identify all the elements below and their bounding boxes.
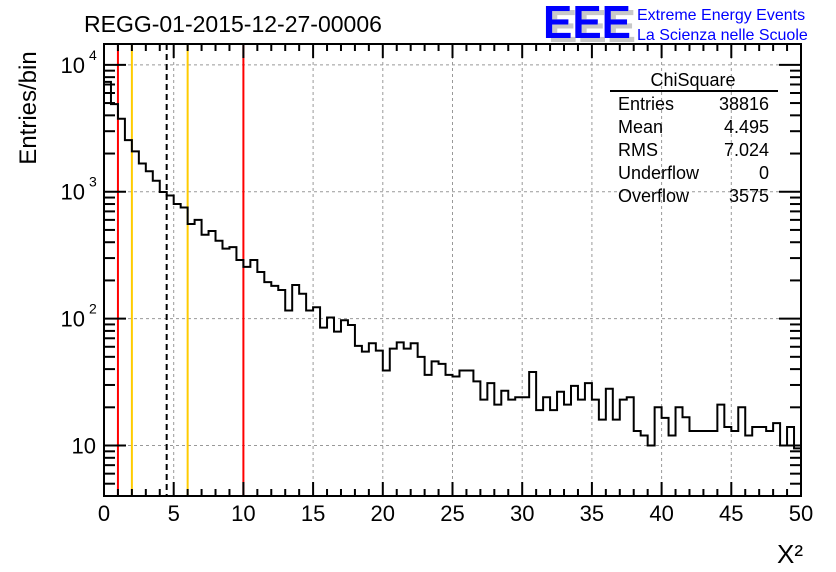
y-tick-label: 10 — [61, 307, 85, 332]
stats-label: Entries — [618, 94, 674, 114]
x-tick-label: 0 — [98, 501, 110, 526]
x-tick-label: 40 — [649, 501, 673, 526]
x-tick-label: 5 — [168, 501, 180, 526]
logo-line2: La Scienza nelle Scuole — [637, 27, 808, 44]
y-tick-label: 10 — [61, 180, 85, 205]
stats-value: 0 — [759, 163, 769, 183]
logo-line1: Extreme Energy Events — [637, 7, 805, 24]
x-tick-label: 15 — [301, 501, 325, 526]
stats-label: Overflow — [618, 186, 690, 206]
y-axis-label: Entries/bin — [15, 51, 42, 164]
y-tick-label: 10 — [61, 53, 85, 78]
stats-label: Mean — [618, 117, 663, 137]
stats-value: 38816 — [719, 94, 769, 114]
x-axis-label: X² — [777, 539, 803, 569]
x-tick-label: 35 — [580, 501, 604, 526]
x-tick-label: 50 — [789, 501, 813, 526]
y-tick-exponent: 2 — [89, 301, 97, 317]
x-tick-label: 20 — [371, 501, 395, 526]
chart-title: REGG-01-2015-12-27-00006 — [84, 11, 382, 37]
x-tick-label: 10 — [231, 501, 255, 526]
x-tick-label: 45 — [719, 501, 743, 526]
stats-box: ChiSquare Entries 38816 Mean 4.495 RMS 7.024 U… — [610, 70, 778, 206]
y-tick-label: 10 — [72, 434, 96, 459]
stats-label: Underflow — [618, 163, 700, 183]
stats-value: 4.495 — [724, 117, 769, 137]
x-tick-label: 30 — [510, 501, 534, 526]
stats-label: RMS — [618, 140, 658, 160]
logo-letters: EEE — [543, 0, 631, 48]
stats-title: ChiSquare — [650, 70, 735, 90]
grid — [104, 44, 801, 496]
y-tick-exponent: 3 — [89, 174, 97, 190]
eee-logo: EEE Extreme Energy Events La Scienza nel… — [543, 0, 808, 48]
histogram-line — [103, 80, 802, 496]
stats-value: 3575 — [729, 186, 769, 206]
marker-lines — [116, 44, 245, 496]
x-tick-label: 25 — [440, 501, 464, 526]
stats-value: 7.024 — [724, 140, 769, 160]
y-tick-exponent: 4 — [89, 47, 97, 63]
